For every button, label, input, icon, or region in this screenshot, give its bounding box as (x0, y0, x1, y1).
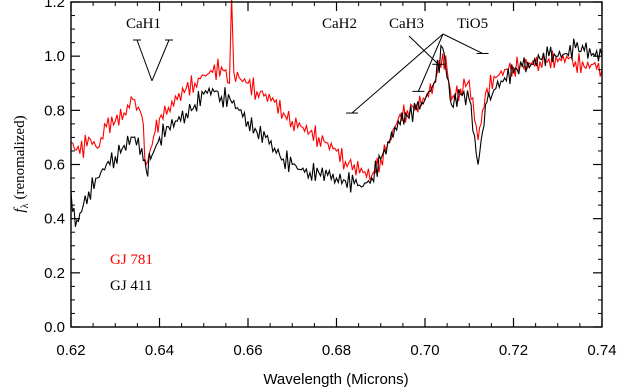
annotation-cah2: CaH2 (322, 16, 357, 32)
axis-tick-labels: 0.62 0.64 0.66 0.68 0.70 0.72 0.74 0.0 0.2 0.4 0.6… (44, 0, 616, 359)
y-axis-title: (renomalized) (12, 115, 28, 199)
annotation-leader (136, 39, 153, 82)
annotation-leader (442, 33, 483, 54)
y-axis-subscript: λ (20, 203, 31, 208)
annotation-cah1: CaH1 (126, 16, 161, 32)
annotation-leader (351, 33, 444, 114)
y-tick-label: 1.2 (44, 0, 65, 11)
annotation-tio5: TiO5 (457, 16, 488, 32)
series-line-gj411 (70, 38, 603, 227)
y-tick-label: 0.8 (44, 102, 65, 119)
y-tick-label: 0.0 (44, 319, 65, 336)
plot-series-group (70, 0, 603, 227)
x-tick-label: 0.64 (145, 342, 174, 359)
x-tick-label: 0.72 (499, 342, 528, 359)
x-tick-label: 0.70 (410, 342, 439, 359)
y-tick-label: 0.4 (44, 211, 65, 228)
y-tick-label: 0.2 (44, 265, 65, 282)
x-tick-label: 0.68 (322, 342, 351, 359)
svg-text:fλ(renomalized): fλ (renomalized) (12, 115, 31, 212)
legend-gj411: GJ 411 (110, 278, 152, 294)
x-tick-label: 0.74 (587, 342, 616, 359)
x-axis-title: Wavelength (Microns) (263, 371, 408, 388)
y-axis-symbol: f (12, 207, 28, 213)
annotation-leader (151, 39, 170, 82)
series-line-gj781 (70, 0, 603, 181)
y-tick-label: 0.6 (44, 157, 65, 174)
y-axis-title-group: fλ (renomalized) (12, 115, 31, 212)
x-tick-label: 0.66 (233, 342, 262, 359)
x-tick-label: 0.62 (56, 342, 85, 359)
annotation-lines (133, 33, 489, 114)
axis-ticks (70, 1, 603, 328)
annotation-cah3: CaH3 (389, 16, 424, 32)
y-tick-label: 1.0 (44, 48, 65, 65)
annotation-leader (408, 35, 439, 65)
annotation-leader (417, 33, 444, 92)
legend-gj781: GJ 781 (110, 252, 153, 268)
